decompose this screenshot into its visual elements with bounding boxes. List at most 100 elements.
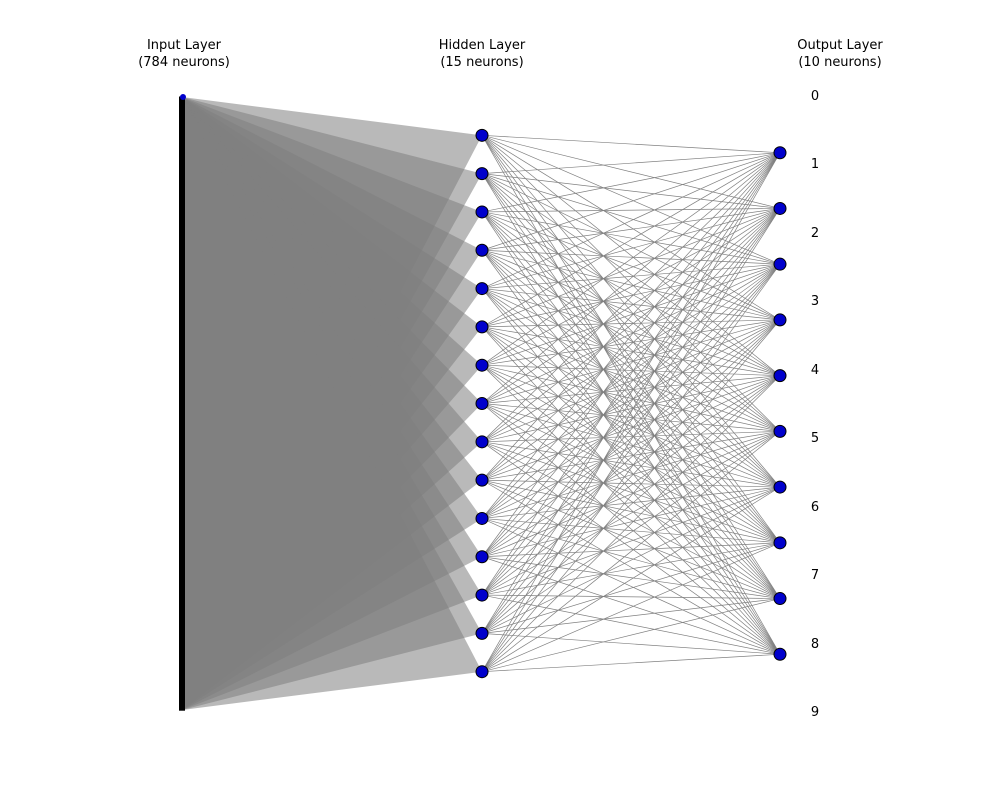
input-neuron	[179, 181, 185, 183]
hidden-output-connection	[481, 598, 781, 673]
input-neuron	[179, 101, 185, 103]
input-layer-subtitle: (784 neurons)	[138, 55, 230, 70]
input-neuron	[179, 385, 185, 387]
output-layer-header: Output Layer (10 neurons)	[797, 38, 883, 70]
input-neuron	[179, 552, 185, 555]
input-neuron	[179, 355, 185, 357]
input-neuron	[179, 451, 185, 453]
input-neuron	[179, 639, 185, 642]
input-neuron	[179, 683, 185, 685]
hidden-output-connection	[481, 249, 781, 321]
hidden-output-connection	[481, 208, 781, 519]
input-neuron	[179, 657, 185, 659]
input-neuron	[179, 298, 185, 300]
hidden-neuron	[475, 473, 489, 487]
input-neuron	[179, 352, 185, 354]
output-layer-neurons	[773, 146, 787, 661]
input-neuron	[179, 161, 185, 163]
input-neuron	[179, 349, 185, 351]
input-neuron	[179, 291, 185, 293]
hidden-output-connection	[481, 441, 781, 599]
input-neuron	[179, 492, 185, 494]
input-neuron	[179, 286, 185, 288]
input-neuron	[179, 252, 185, 254]
hidden-output-connection	[481, 263, 781, 672]
input-neuron	[179, 136, 185, 138]
input-neuron	[179, 345, 185, 347]
input-neuron	[179, 521, 185, 523]
input-neuron	[179, 664, 185, 666]
input-neuron	[179, 277, 185, 279]
hidden-neuron	[475, 128, 489, 142]
input-neuron	[179, 624, 185, 627]
input-neuron-highlight	[180, 94, 186, 100]
hidden-output-connection	[481, 326, 781, 376]
input-neuron	[179, 489, 185, 491]
input-neuron	[179, 580, 185, 582]
input-neuron	[179, 123, 185, 125]
input-neuron	[179, 601, 185, 603]
input-neuron	[179, 439, 185, 441]
input-neuron	[179, 118, 185, 120]
hidden-output-connection	[481, 542, 781, 634]
input-neuron	[179, 677, 185, 679]
input-neuron	[179, 299, 185, 301]
input-neuron	[179, 386, 185, 389]
input-neuron	[179, 125, 185, 127]
input-neuron	[179, 437, 185, 439]
input-neuron	[179, 587, 185, 589]
input-neuron	[179, 249, 185, 251]
input-neuron	[179, 425, 185, 427]
hidden-output-connection	[481, 152, 781, 251]
input-neuron	[179, 257, 185, 259]
input-neuron	[179, 383, 185, 385]
input-neuron	[179, 668, 185, 670]
input-neuron	[179, 195, 185, 197]
input-neuron	[179, 647, 185, 649]
hidden-output-connection	[481, 441, 781, 655]
input-neuron	[179, 376, 185, 378]
input-neuron	[179, 600, 185, 602]
input-neuron	[179, 109, 185, 111]
hidden-output-connection	[481, 208, 781, 634]
input-neuron	[179, 380, 185, 382]
input-neuron	[179, 465, 185, 467]
output-neuron	[773, 369, 787, 383]
input-neuron	[179, 418, 185, 420]
hidden-output-connection	[481, 250, 781, 599]
input-neuron	[179, 413, 185, 415]
input-neuron	[179, 571, 185, 573]
hidden-output-connection	[481, 211, 781, 265]
input-neuron	[179, 538, 185, 540]
hidden-output-connection	[481, 319, 781, 404]
input-hidden-connection	[182, 97, 482, 710]
input-neuron	[179, 199, 185, 201]
input-neuron	[179, 123, 185, 126]
input-neuron	[179, 354, 185, 357]
input-neuron	[179, 260, 185, 263]
input-neuron	[179, 442, 185, 444]
input-neuron	[179, 116, 185, 119]
hidden-output-connection	[481, 479, 781, 655]
input-neuron	[179, 228, 185, 231]
input-neuron	[179, 121, 185, 123]
input-neuron	[179, 479, 185, 481]
input-neuron	[179, 686, 185, 688]
input-neuron	[179, 504, 185, 506]
input-neuron	[179, 338, 185, 340]
input-neuron	[179, 240, 185, 242]
input-neuron	[179, 696, 185, 698]
input-neuron	[179, 529, 185, 531]
input-neuron	[179, 271, 185, 274]
hidden-output-connection	[481, 319, 781, 672]
hidden-output-connection	[481, 288, 781, 544]
hidden-output-connection	[481, 173, 781, 321]
input-neuron	[179, 143, 185, 145]
input-neuron	[179, 533, 185, 535]
input-neuron	[179, 403, 185, 405]
input-neuron	[179, 475, 185, 477]
input-neuron	[179, 341, 185, 343]
input-neuron	[179, 632, 185, 634]
hidden-output-connection	[481, 542, 781, 596]
hidden-output-connection	[481, 326, 781, 488]
